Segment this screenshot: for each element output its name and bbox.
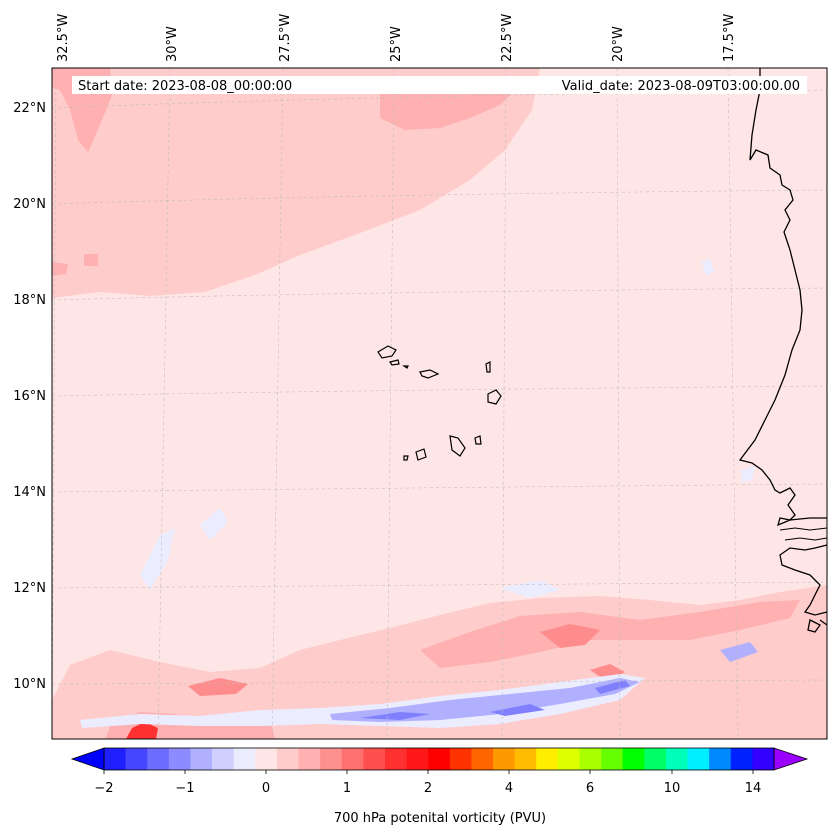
lon-label-25w: 25°W	[389, 26, 404, 62]
lon-label-22.5w: 22.5°W	[500, 14, 515, 62]
colorbar-cell	[104, 748, 127, 770]
colorbar-cell	[147, 748, 170, 770]
colorbar-cell	[384, 748, 408, 770]
island-santiago	[449, 435, 466, 457]
longitude-labels: 32.5°W 30°W 27.5°W 25°W 22.5°W 20°W 17.5…	[56, 14, 737, 62]
colorbar-cell	[298, 748, 321, 770]
colorbar-right-arrow	[773, 747, 809, 771]
africa-coastline	[738, 68, 827, 527]
header-background	[72, 76, 807, 94]
colorbar: −2 −1 0 1 2 4 6 10 14 700 hPa potenital …	[70, 747, 809, 826]
colorbar-cell	[536, 748, 559, 770]
colorbar-tick-labels: −2 −1 0 1 2 4 6 10 14	[94, 781, 761, 796]
pv-contour-neg-east	[720, 642, 758, 662]
colorbar-cell	[730, 748, 753, 770]
colorbar-cell	[341, 748, 364, 770]
cb-tick-label: 0	[262, 781, 270, 796]
island-santo-antao	[377, 345, 397, 359]
island-maio	[474, 435, 482, 445]
start-date-label: Start date: 2023-08-08_00:00:00	[78, 79, 292, 94]
colorbar-cell	[276, 748, 300, 770]
lon-label-17.5w: 17.5°W	[722, 14, 737, 62]
island-brava	[403, 455, 409, 461]
pv-contour-neg-west-1	[140, 528, 175, 590]
pv-contour-south-strong	[420, 600, 800, 668]
colorbar-cell	[168, 748, 192, 770]
cb-tick-label: 6	[586, 781, 594, 796]
lat-label-18n: 18°N	[13, 293, 46, 308]
colorbar-cell	[493, 748, 516, 770]
cb-tick-label: 10	[664, 781, 681, 796]
cb-tick-label: 14	[745, 781, 762, 796]
cb-tick-label: 4	[505, 781, 513, 796]
colorbar-left-arrow	[70, 747, 105, 771]
colorbar-cell	[644, 748, 667, 770]
cb-tick-label: 1	[343, 781, 351, 796]
colorbar-frame	[103, 747, 775, 771]
pv-contour-south-core-3	[590, 664, 625, 682]
colorbar-cell	[255, 748, 278, 770]
colorbar-cell	[406, 748, 429, 770]
senegal-river-outline	[779, 527, 828, 541]
colorbar-cells	[104, 748, 775, 770]
colorbar-cell	[709, 748, 732, 770]
pv-contour-neg-west-2	[200, 508, 228, 540]
lat-label-10n: 10°N	[13, 677, 46, 692]
colorbar-cell	[752, 748, 775, 770]
pv-contour-west-blob	[52, 262, 68, 276]
lat-label-22n: 22°N	[13, 101, 46, 116]
colorbar-cell	[514, 748, 537, 770]
colorbar-cell	[233, 748, 256, 770]
lat-label-14n: 14°N	[13, 485, 46, 500]
latitude-labels: 22°N 20°N 18°N 16°N 14°N 12°N 10°N	[13, 101, 46, 692]
lon-label-30w: 30°W	[165, 26, 180, 62]
pv-contour-neg-ne	[702, 258, 714, 276]
west-africa-coastline-south	[779, 544, 828, 633]
colorbar-cell	[428, 748, 451, 770]
island-sao-vicente	[389, 359, 400, 366]
cb-tick-label: 2	[424, 781, 432, 796]
pv-contour-neg-streak-2	[330, 678, 640, 722]
colorbar-cell	[687, 748, 710, 770]
pv-contour-neg-coast	[740, 466, 755, 482]
island-fogo	[415, 448, 427, 461]
colorbar-cell	[601, 748, 624, 770]
colorbar-cell	[557, 748, 581, 770]
lat-label-16n: 16°N	[13, 389, 46, 404]
pv-contour-south-core-2	[188, 678, 248, 696]
colorbar-cell	[363, 748, 386, 770]
valid-date-label: Valid_date: 2023-08-09T03:00:00.00	[562, 79, 800, 94]
island-santa-luzia	[402, 365, 409, 369]
pv-contour-west-blob-2	[84, 254, 98, 266]
colorbar-cell	[190, 748, 213, 770]
island-sao-nicolau	[419, 369, 440, 379]
colorbar-ticks	[103, 770, 754, 774]
colorbar-cell	[449, 748, 473, 770]
pv-contour-south-core	[540, 624, 600, 648]
lat-label-12n: 12°N	[13, 581, 46, 596]
colorbar-cell	[125, 748, 148, 770]
colorbar-cell	[212, 748, 235, 770]
cb-tick-label: −1	[175, 781, 194, 796]
lon-label-20w: 20°W	[611, 26, 626, 62]
colorbar-cell	[320, 748, 343, 770]
map-frame	[51, 67, 828, 740]
cape-verde-islands	[377, 345, 502, 461]
colorbar-cell	[579, 748, 602, 770]
colorbar-cell	[622, 748, 645, 770]
colorbar-cell	[471, 748, 494, 770]
island-boa-vista	[487, 389, 502, 405]
lon-label-32.5w: 32.5°W	[56, 14, 71, 62]
colorbar-cell	[665, 748, 689, 770]
lon-label-27.5w: 27.5°W	[278, 14, 293, 62]
pv-contour-sw-core	[126, 722, 158, 739]
island-sal	[485, 361, 491, 373]
lat-label-20n: 20°N	[13, 197, 46, 212]
colorbar-title: 700 hPa potenital vorticity (PVU)	[334, 811, 546, 826]
cb-tick-label: −2	[94, 781, 113, 796]
